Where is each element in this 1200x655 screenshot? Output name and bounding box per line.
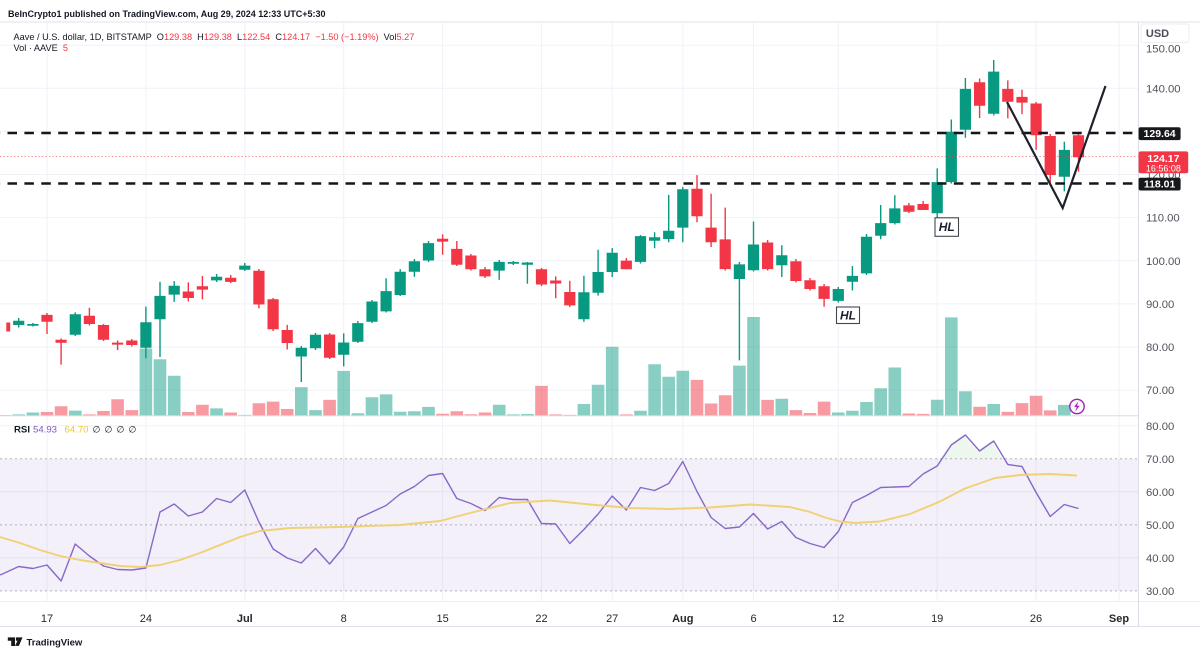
- svg-text:∅: ∅: [117, 424, 125, 434]
- svg-text:8: 8: [341, 613, 347, 625]
- svg-text:27: 27: [606, 613, 618, 625]
- svg-text:USD: USD: [1146, 28, 1169, 40]
- svg-text:Sep: Sep: [1109, 613, 1129, 625]
- svg-text:12: 12: [832, 613, 844, 625]
- svg-text:15: 15: [436, 613, 448, 625]
- svg-text:140.00: 140.00: [1146, 83, 1181, 95]
- svg-text:50.00: 50.00: [1146, 520, 1174, 532]
- svg-text:Jul: Jul: [237, 613, 253, 625]
- svg-text:Aug: Aug: [672, 613, 693, 625]
- svg-text:90.00: 90.00: [1146, 299, 1174, 311]
- svg-text:∅: ∅: [129, 424, 137, 434]
- svg-text:40.00: 40.00: [1146, 553, 1174, 565]
- svg-text:HL: HL: [840, 308, 856, 322]
- svg-text:BeInCrypto1 published on Tradi: BeInCrypto1 published on TradingView.com…: [8, 9, 326, 19]
- svg-text:TradingView: TradingView: [27, 637, 83, 648]
- svg-text:16:56:08: 16:56:08: [1146, 163, 1181, 173]
- svg-text:HL: HL: [939, 220, 955, 234]
- svg-text:64.70: 64.70: [65, 424, 89, 435]
- svg-text:30.00: 30.00: [1146, 586, 1174, 598]
- svg-text:26: 26: [1030, 613, 1042, 625]
- svg-text:∅: ∅: [93, 424, 101, 434]
- svg-text:60.00: 60.00: [1146, 487, 1174, 499]
- svg-text:80.00: 80.00: [1146, 342, 1174, 354]
- svg-text:70.00: 70.00: [1146, 385, 1174, 397]
- svg-text:17: 17: [41, 613, 53, 625]
- svg-text:118.01: 118.01: [1144, 178, 1176, 190]
- svg-text:54.93: 54.93: [33, 424, 57, 435]
- svg-text:70.00: 70.00: [1146, 454, 1174, 466]
- svg-text:110.00: 110.00: [1146, 213, 1180, 225]
- svg-text:80.00: 80.00: [1146, 421, 1174, 433]
- svg-text:∅: ∅: [105, 424, 113, 434]
- svg-text:6: 6: [750, 613, 756, 625]
- svg-text:22: 22: [535, 613, 547, 625]
- svg-text:Vol · AAVE 5: Vol · AAVE 5: [14, 43, 69, 53]
- svg-text:124.17: 124.17: [1147, 153, 1179, 165]
- svg-text:Aave / U.S. dollar, 1D, BITSTA: Aave / U.S. dollar, 1D, BITSTAMP O129.38…: [14, 32, 415, 42]
- svg-text:24: 24: [140, 613, 152, 625]
- svg-text:150.00: 150.00: [1146, 44, 1181, 56]
- svg-text:100.00: 100.00: [1146, 256, 1181, 268]
- svg-text:19: 19: [931, 613, 943, 625]
- svg-text:129.64: 129.64: [1144, 128, 1176, 140]
- svg-text:RSI: RSI: [14, 424, 30, 435]
